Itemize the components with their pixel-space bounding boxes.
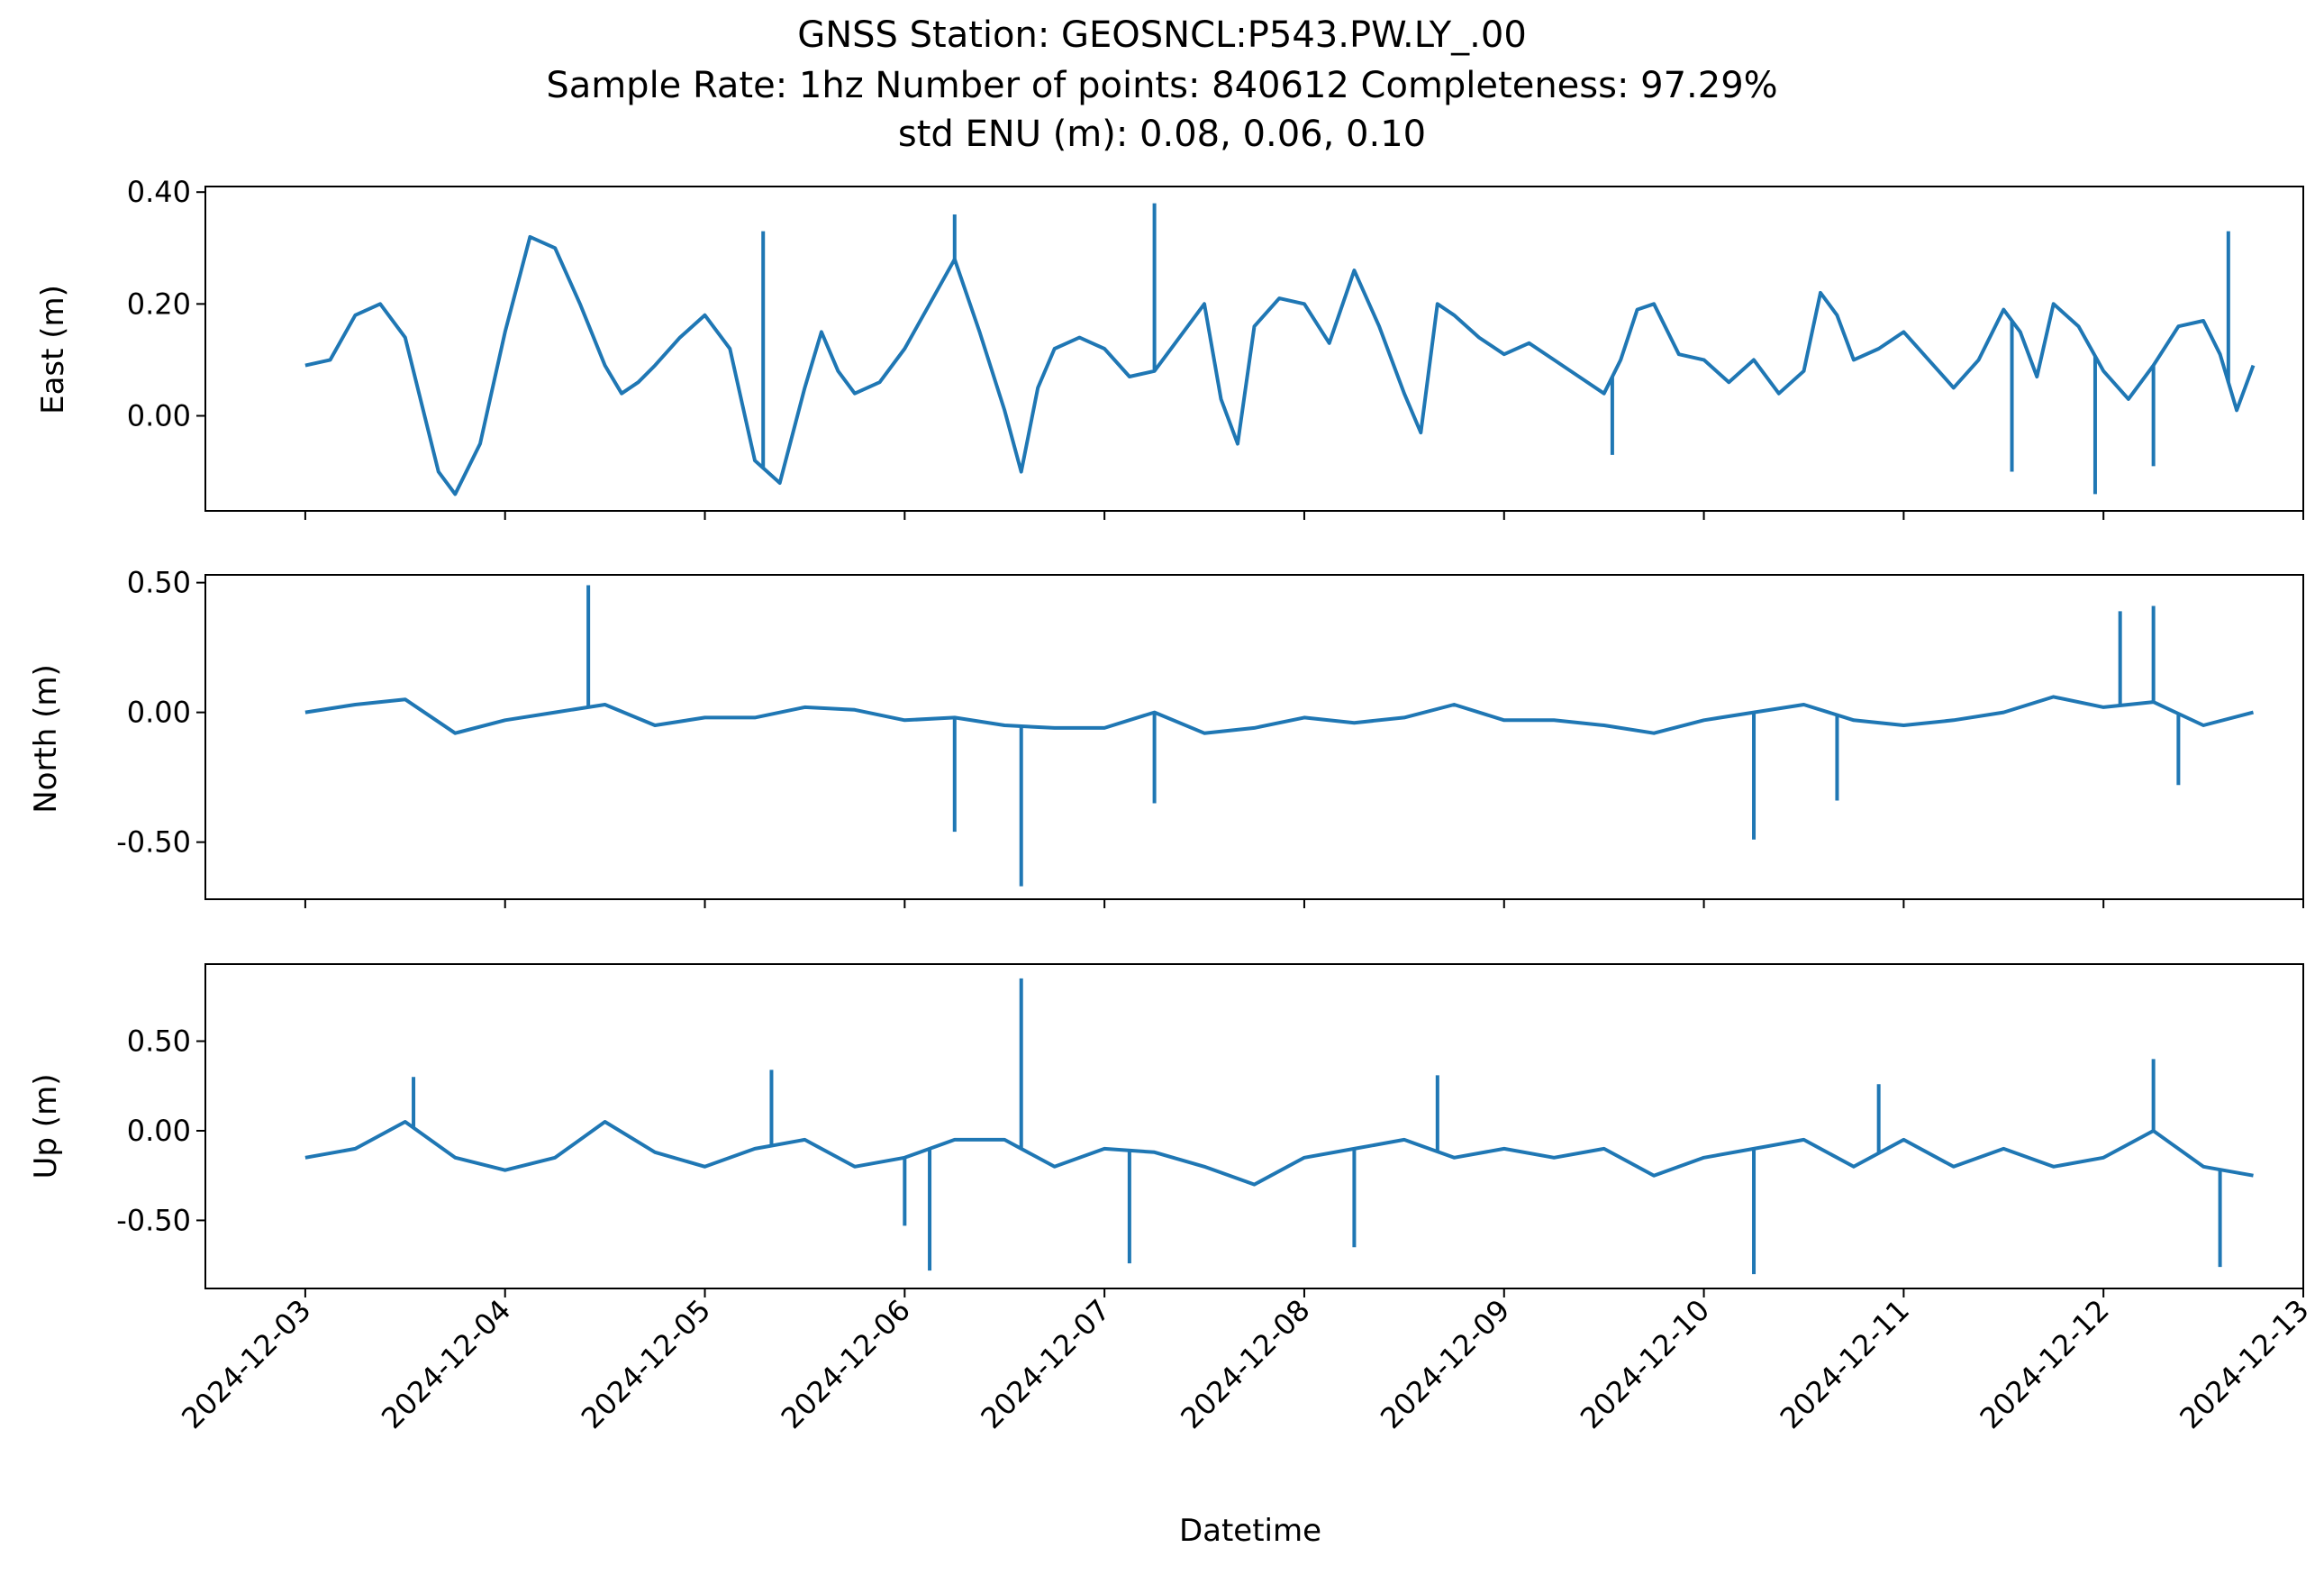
axes-frame xyxy=(204,186,2304,512)
north-subplot: North (m) -0.50 0.00 0.50 xyxy=(28,566,2304,908)
x-tick-label: 2024-12-09 xyxy=(1374,1293,1516,1435)
x-tick-label: 2024-12-07 xyxy=(974,1293,1116,1435)
x-tick-label: 2024-12-13 xyxy=(2173,1293,2315,1435)
east-ylabel: East (m) xyxy=(35,285,71,414)
east-subplot: East (m) 0.00 0.20 0.40 xyxy=(35,175,2304,520)
x-axis-label: Datetime xyxy=(1179,1513,1321,1549)
x-tick-label: 2024-12-03 xyxy=(175,1293,317,1435)
series-line xyxy=(304,234,2256,496)
x-tick-label: 2024-12-04 xyxy=(375,1293,517,1435)
x-tick-label: 2024-12-11 xyxy=(1774,1293,1916,1435)
north-ylabel: North (m) xyxy=(28,664,64,814)
title-line-3: std ENU (m): 0.08, 0.06, 0.10 xyxy=(898,114,1426,155)
y-tick-label: 0.00 xyxy=(127,398,191,432)
axes-frame xyxy=(204,574,2304,900)
x-tick-label: 2024-12-10 xyxy=(1574,1293,1716,1435)
y-tick-label: 0.00 xyxy=(127,696,191,730)
series-line xyxy=(304,695,2255,735)
y-tick-label: 0.00 xyxy=(127,1114,191,1148)
x-tick-label: 2024-12-08 xyxy=(1174,1293,1316,1435)
title-line-2: Sample Rate: 1hz Number of points: 84061… xyxy=(546,65,1777,106)
y-tick-label: 0.50 xyxy=(127,1024,191,1059)
title-line-1: GNSS Station: GEOSNCL:P543.PW.LY_.00 xyxy=(797,14,1527,56)
x-tick-label: 2024-12-06 xyxy=(775,1293,917,1435)
x-tick-label: 2024-12-05 xyxy=(575,1293,717,1435)
y-tick-label: 0.50 xyxy=(127,566,191,600)
y-tick-label: 0.40 xyxy=(127,175,191,209)
figure-title: GNSS Station: GEOSNCL:P543.PW.LY_.00 Sam… xyxy=(546,14,1777,155)
x-tick-label: 2024-12-12 xyxy=(1973,1293,2115,1435)
y-tick-label: 0.20 xyxy=(127,287,191,321)
series-line xyxy=(304,1120,2254,1187)
up-ylabel: Up (m) xyxy=(28,1074,64,1179)
y-tick-label: -0.50 xyxy=(116,1203,191,1237)
y-tick-label: -0.50 xyxy=(116,825,191,860)
up-subplot: Up (m) -0.50 0.00 0.50 2024-12-03 2024-12-04… xyxy=(28,963,2316,1435)
axes-frame xyxy=(204,963,2304,1289)
